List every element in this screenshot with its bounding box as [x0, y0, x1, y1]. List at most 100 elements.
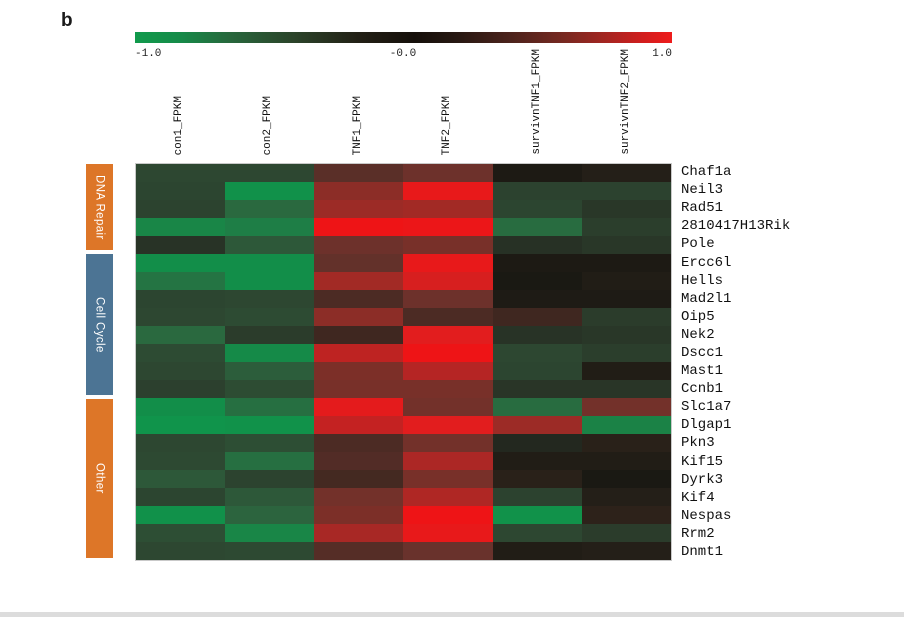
heatmap-cell — [225, 326, 315, 344]
heatmap-cell — [492, 362, 582, 380]
heatmap-cell — [492, 308, 582, 326]
heatmap-cell — [314, 308, 404, 326]
heatmap-cell — [581, 344, 671, 362]
heatmap-cell — [225, 380, 315, 398]
heatmap-cell — [403, 200, 493, 218]
heatmap-cell — [492, 200, 582, 218]
heatmap-cell — [314, 470, 404, 488]
row-label: Kif15 — [681, 453, 724, 470]
heatmap-cell — [136, 380, 226, 398]
row-label: Dscc1 — [681, 344, 724, 361]
heatmap-cell — [314, 200, 404, 218]
heatmap-cell — [492, 326, 582, 344]
heatmap-cell — [136, 506, 226, 524]
heatmap-cell — [225, 398, 315, 416]
row-label: 2810417H13Rik — [681, 218, 791, 235]
heatmap-cell — [314, 182, 404, 200]
row-group-bar-cell-cycle: Cell Cycle — [86, 254, 113, 396]
row-group-label: Cell Cycle — [93, 296, 106, 353]
colorbar-tick-min: -1.0 — [135, 48, 162, 60]
heatmap-cell — [581, 236, 671, 254]
heatmap-cell — [314, 218, 404, 236]
heatmap-cell — [403, 236, 493, 254]
heatmap-cell — [136, 362, 226, 380]
heatmap-cell — [581, 416, 671, 434]
heatmap-cell — [225, 452, 315, 470]
heatmap-cell — [225, 164, 315, 182]
column-label: survivnTNF2_FPKM — [620, 49, 633, 155]
heatmap-cell — [403, 344, 493, 362]
heatmap-cell — [581, 362, 671, 380]
heatmap-cell — [492, 470, 582, 488]
heatmap-cell — [581, 326, 671, 344]
heatmap-cell — [314, 506, 404, 524]
heatmap-cell — [403, 290, 493, 308]
heatmap-cell — [314, 524, 404, 542]
heatmap-cell — [492, 524, 582, 542]
heatmap-grid — [135, 163, 672, 561]
heatmap-cell — [581, 308, 671, 326]
heatmap-cell — [492, 164, 582, 182]
heatmap-cell — [225, 308, 315, 326]
heatmap-cell — [136, 344, 226, 362]
column-label: con1_FPKM — [172, 95, 185, 155]
row-label: Dlgap1 — [681, 417, 732, 434]
row-label: Dyrk3 — [681, 471, 724, 488]
heatmap-cell — [314, 380, 404, 398]
heatmap-cell — [225, 182, 315, 200]
heatmap-cell — [492, 182, 582, 200]
row-label: Ercc6l — [681, 254, 732, 271]
row-label: Kif4 — [681, 489, 715, 506]
column-label: con2_FPKM — [262, 95, 275, 155]
heatmap-cell — [136, 254, 226, 272]
heatmap-cell — [314, 236, 404, 254]
heatmap-cell — [403, 542, 493, 560]
row-label: Neil3 — [681, 182, 724, 199]
heatmap-cell — [492, 488, 582, 506]
heatmap-cell — [136, 434, 226, 452]
heatmap-cell — [492, 506, 582, 524]
heatmap-cell — [581, 470, 671, 488]
heatmap-cell — [492, 452, 582, 470]
heatmap-cell — [314, 290, 404, 308]
heatmap-cell — [225, 506, 315, 524]
heatmap-cell — [136, 542, 226, 560]
heatmap-cell — [403, 452, 493, 470]
heatmap-cell — [403, 506, 493, 524]
heatmap-cell — [581, 398, 671, 416]
colorbar-gradient — [135, 32, 672, 43]
heatmap-cell — [225, 218, 315, 236]
heatmap-cell — [314, 254, 404, 272]
heatmap-cell — [136, 290, 226, 308]
heatmap-cell — [225, 272, 315, 290]
row-label: Nespas — [681, 507, 732, 524]
heatmap-cell — [581, 380, 671, 398]
heatmap-cell — [492, 344, 582, 362]
heatmap-cell — [136, 308, 226, 326]
heatmap-cell — [403, 164, 493, 182]
heatmap-cell — [581, 506, 671, 524]
heatmap-cell — [492, 434, 582, 452]
heatmap-cell — [403, 218, 493, 236]
heatmap-cell — [136, 398, 226, 416]
heatmap-cell — [136, 488, 226, 506]
heatmap-cell — [403, 380, 493, 398]
column-label: TNF1_FPKM — [351, 95, 364, 155]
heatmap-cell — [314, 344, 404, 362]
row-group-label: DNA Repair — [93, 174, 106, 240]
heatmap-cell — [492, 398, 582, 416]
row-label: Nek2 — [681, 326, 715, 343]
heatmap-cell — [136, 218, 226, 236]
heatmap-cell — [136, 416, 226, 434]
heatmap-cell — [225, 290, 315, 308]
heatmap-cell — [225, 362, 315, 380]
heatmap-cell — [403, 326, 493, 344]
heatmap-cell — [492, 254, 582, 272]
heatmap-cell — [225, 524, 315, 542]
row-labels: Chaf1a Neil3 Rad51 2810417H13Rik Pole Ercc6l H… — [681, 163, 871, 561]
heatmap-cell — [403, 524, 493, 542]
heatmap-cell — [136, 524, 226, 542]
heatmap-cell — [136, 200, 226, 218]
heatmap-cell — [581, 182, 671, 200]
heatmap-cell — [492, 272, 582, 290]
